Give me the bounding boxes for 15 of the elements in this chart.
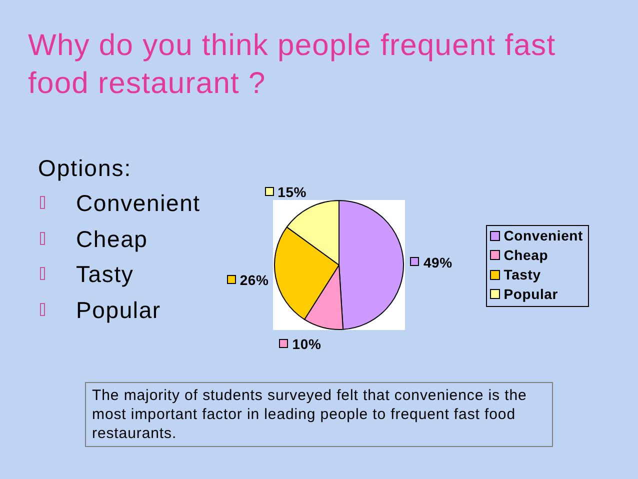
category-label: Tasty [76,261,134,287]
chart-title: Why do you think people frequent fast food restaurant ? [28,28,557,102]
legend-label: Cheap [504,247,548,264]
data-label: 15% [278,184,307,200]
text: Options: [38,155,132,181]
data-label: 49% [423,254,453,270]
legend-label: Popular [504,286,558,302]
category-label: Popular [76,296,161,322]
legend-label: Tasty [504,266,541,283]
data-label: 26% [240,272,270,288]
data-label: 10% [292,336,322,352]
text: The majority of students surveyed felt that convenience is the most important factor in leading people to frequent fast food restaurants. [85,382,553,447]
category-label: Convenient [76,190,200,216]
category-label: Cheap [76,226,148,252]
legend-label: Convenient [504,228,584,244]
